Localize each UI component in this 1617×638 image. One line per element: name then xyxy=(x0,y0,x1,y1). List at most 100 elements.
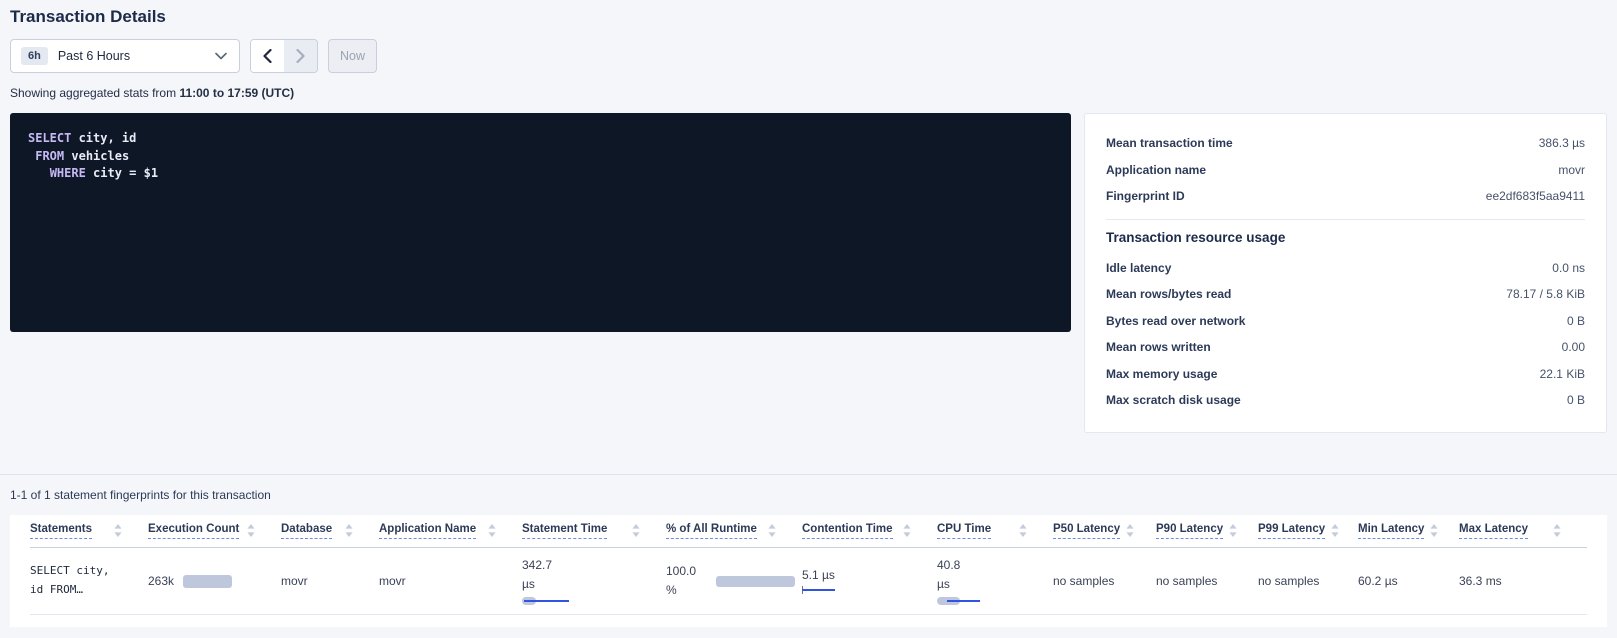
summary-stat-value: 0.0 ns xyxy=(1552,260,1585,275)
summary-stat-label: Idle latency xyxy=(1106,260,1172,275)
cell-statement-time: 342.7 µs xyxy=(522,547,666,615)
showing-range: 11:00 to 17:59 (UTC) xyxy=(179,86,295,100)
summary-stat-row: Mean rows written 0.00 xyxy=(1106,334,1585,361)
page-title: Transaction Details xyxy=(10,7,166,26)
summary-stat-label: Max scratch disk usage xyxy=(1106,393,1241,408)
bar-range xyxy=(947,600,980,603)
column-header-label: P99 Latency xyxy=(1258,523,1326,539)
summary-stat-label: Mean transaction time xyxy=(1106,136,1233,151)
summary-stat-row: Idle latency 0.0 ns xyxy=(1106,255,1585,282)
sql-line: WHERE city = $1 xyxy=(49,166,159,180)
column-header-label: Min Latency xyxy=(1358,523,1425,539)
sql-query-box: SELECT city, id FROM vehicles WHERE city… xyxy=(10,113,1071,332)
column-header-label: P90 Latency xyxy=(1156,523,1224,539)
sort-icon[interactable] xyxy=(114,524,122,538)
cell-p50-latency: no samples xyxy=(1053,547,1156,615)
showing-prefix: Showing aggregated stats from xyxy=(10,86,177,100)
column-header-statement-time[interactable]: Statement Time xyxy=(522,514,666,548)
summary-stat-value: 386.3 µs xyxy=(1538,136,1585,151)
column-header-max-latency[interactable]: Max Latency xyxy=(1459,514,1587,548)
column-header-min-latency[interactable]: Min Latency xyxy=(1358,514,1459,548)
sort-icon[interactable] xyxy=(1553,524,1561,538)
column-header-label: Statement Time xyxy=(522,523,608,539)
fingerprint-count-text: 1-1 of 1 statement fingerprints for this… xyxy=(10,487,271,502)
cpu-time-value: 40.8 µs xyxy=(937,557,961,591)
summary-stat-row: Application name movr xyxy=(1106,157,1585,184)
contention-time-barchart xyxy=(802,585,838,595)
sort-icon[interactable] xyxy=(632,524,640,538)
column-header-label: Max Latency xyxy=(1459,523,1529,539)
cpu-time-barchart xyxy=(937,597,983,606)
summary-stat-value: 22.1 KiB xyxy=(1539,366,1585,381)
cell-execution-count: 263k xyxy=(148,547,281,615)
column-header-label: Execution Count xyxy=(148,523,240,539)
summary-stat-row: Max memory usage 22.1 KiB xyxy=(1106,361,1585,388)
summary-stat-value: movr xyxy=(1558,162,1585,177)
transaction-summary-panel: Mean transaction time 386.3 µs Application… xyxy=(1084,113,1607,433)
statement-time-barchart xyxy=(522,597,572,606)
sort-icon[interactable] xyxy=(488,524,496,538)
summary-stat-value: ee2df683f5aa9411 xyxy=(1485,189,1585,204)
execution-count-value: 263k xyxy=(148,574,175,588)
cell-p90-latency: no samples xyxy=(1156,547,1258,615)
time-preset-badge: 6h xyxy=(21,47,48,65)
column-header-label: % of All Runtime xyxy=(666,523,757,539)
cell-pct-of-all-runtime: 100.0 % xyxy=(666,547,802,615)
summary-stat-value: 0.00 xyxy=(1561,340,1585,355)
sort-icon[interactable] xyxy=(768,524,776,538)
summary-stat-label: Mean rows/bytes read xyxy=(1106,287,1232,302)
showing-stats-text: Showing aggregated stats from 11:00 to 1… xyxy=(0,73,1617,100)
column-header-statements[interactable]: Statements xyxy=(30,514,148,548)
summary-stat-row: Mean rows/bytes read 78.17 / 5.8 KiB xyxy=(1106,281,1585,308)
summary-stat-row: Bytes read over network 0 B xyxy=(1106,308,1585,335)
execution-count-bar xyxy=(183,574,233,588)
column-header-database[interactable]: Database xyxy=(281,514,379,548)
bar-range xyxy=(802,588,835,591)
resource-usage-heading: Transaction resource usage xyxy=(1106,229,1286,245)
sort-icon[interactable] xyxy=(1126,524,1134,538)
cell-statements[interactable]: SELECT city, id FROM… xyxy=(30,547,148,615)
now-button[interactable]: Now xyxy=(328,39,378,73)
chevron-left-icon xyxy=(263,49,272,63)
summary-stat-label: Fingerprint ID xyxy=(1106,189,1185,204)
sort-icon[interactable] xyxy=(1229,524,1237,538)
statement-time-value: 342.7 µs xyxy=(522,557,553,591)
sql-line: SELECT city, id xyxy=(28,131,137,145)
column-header-application-name[interactable]: Application Name xyxy=(379,514,522,548)
contention-time-value: 5.1 µs xyxy=(802,567,835,582)
column-header-label: Statements xyxy=(30,523,92,539)
time-controls: 6h Past 6 Hours Now xyxy=(0,27,1617,73)
sort-icon[interactable] xyxy=(1331,524,1339,538)
sort-icon[interactable] xyxy=(247,524,255,538)
summary-stat-row: Max scratch disk usage 0 B xyxy=(1106,387,1585,414)
column-header-execution-count[interactable]: Execution Count xyxy=(148,514,281,548)
sort-icon[interactable] xyxy=(345,524,353,538)
cell-p99-latency: no samples xyxy=(1258,547,1358,615)
bar-range xyxy=(524,600,569,603)
summary-stat-row: Fingerprint ID ee2df683f5aa9411 xyxy=(1106,183,1585,210)
cell-cpu-time: 40.8 µs xyxy=(937,547,1053,615)
column-header-p99-latency[interactable]: P99 Latency xyxy=(1258,514,1358,548)
summary-stat-label: Bytes read over network xyxy=(1106,313,1246,328)
column-header-cpu-time[interactable]: CPU Time xyxy=(937,514,1053,548)
statements-table-card: Statements Execution Count Database Applica… xyxy=(10,514,1607,627)
time-range-dropdown[interactable]: 6h Past 6 Hours xyxy=(10,39,240,73)
summary-row: SELECT city, id FROM vehicles WHERE city… xyxy=(0,100,1617,433)
column-header-of-all-runtime[interactable]: % of All Runtime xyxy=(666,514,802,548)
next-interval-button[interactable] xyxy=(284,40,317,72)
sort-icon[interactable] xyxy=(1019,524,1027,538)
statement-link[interactable]: SELECT city, id FROM… xyxy=(30,564,110,596)
sort-icon[interactable] xyxy=(1430,524,1439,538)
previous-interval-button[interactable] xyxy=(251,40,284,72)
cell-contention-time: 5.1 µs xyxy=(802,547,937,615)
column-header-label: Application Name xyxy=(379,523,477,539)
column-header-label: Database xyxy=(281,523,333,539)
cell-database: movr xyxy=(281,547,379,615)
time-preset-label: Past 6 Hours xyxy=(57,49,131,63)
sort-icon[interactable] xyxy=(903,524,911,538)
cell-min-latency: 60.2 µs xyxy=(1358,547,1459,615)
column-header-p50-latency[interactable]: P50 Latency xyxy=(1053,514,1156,548)
column-header-label: CPU Time xyxy=(937,523,992,539)
column-header-contention-time[interactable]: Contention Time xyxy=(802,514,937,548)
column-header-p90-latency[interactable]: P90 Latency xyxy=(1156,514,1258,548)
